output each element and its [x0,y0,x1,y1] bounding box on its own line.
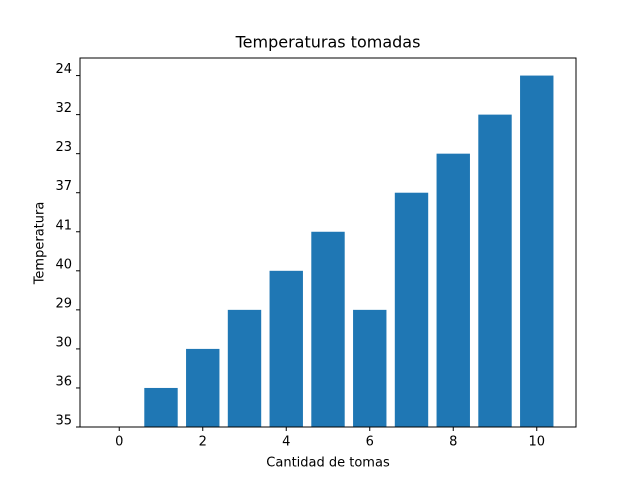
y-tick-label: 40 [55,257,72,272]
bar [227,309,262,427]
plot-frame [79,57,577,428]
x-tick-label: 4 [282,435,290,450]
x-tick-label: 2 [199,435,207,450]
bar [186,348,220,427]
y-axis-label: Temperatura [33,202,48,286]
bar [520,75,554,428]
bar [353,309,387,427]
x-tick-label: 10 [528,435,545,450]
y-tick-label: 24 [55,62,72,77]
chart-title: Temperaturas tomadas [235,33,421,52]
bar [394,192,429,427]
y-tick-label: 35 [55,414,72,429]
y-tick-label: 41 [55,218,72,233]
y-tick-label: 37 [55,179,72,194]
x-tick-label: 0 [115,435,123,450]
x-axis-label: Cantidad de tomas [266,456,390,471]
y-tick-label: 32 [55,101,72,116]
bar [144,387,178,427]
x-tick-label: 8 [449,435,457,450]
y-tick-label: 23 [55,140,72,155]
bar [478,114,512,427]
bar [311,231,345,427]
bar [269,270,303,427]
bar [436,153,470,427]
y-tick-label: 30 [55,335,72,350]
x-tick-label: 6 [366,435,374,450]
y-tick-label: 36 [55,374,72,389]
y-tick-label: 29 [55,296,72,311]
